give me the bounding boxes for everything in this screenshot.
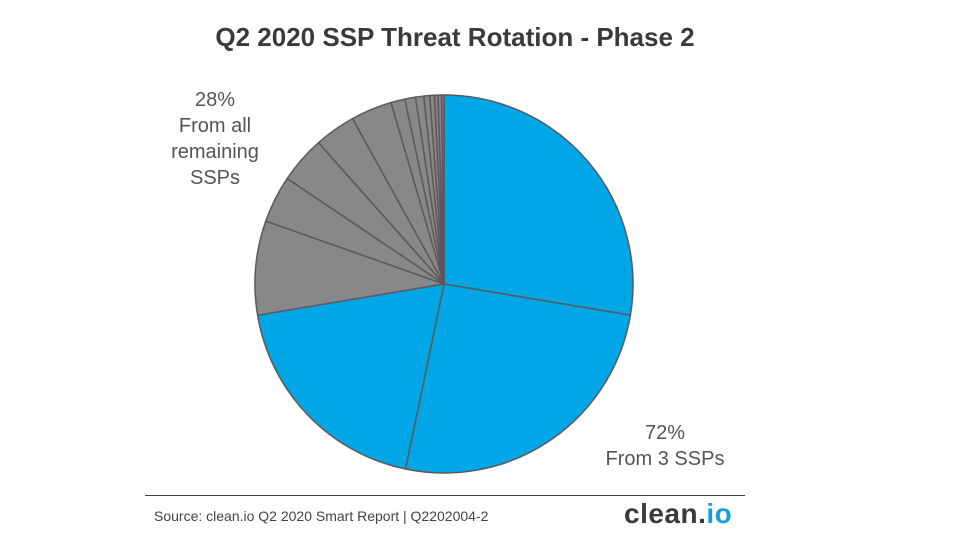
annotation-top-3-ssps: 72% From 3 SSPs — [590, 420, 740, 472]
annotation-remaining-percent: 28% — [194, 89, 236, 111]
chart-title: Q2 2020 SSP Threat Rotation - Phase 2 — [215, 22, 695, 52]
footer-divider — [145, 495, 745, 496]
annotation-remaining-label: From all remaining SSPs — [171, 115, 259, 189]
pie-slice-1 — [443, 94, 634, 316]
annotation-top3-label: From 3 SSPs — [605, 448, 725, 470]
annotation-top3-percent: 72% — [644, 422, 686, 444]
source-note: Source: clean.io Q2 2020 Smart Report | … — [154, 508, 489, 524]
pie-slice-2 — [404, 283, 632, 474]
annotation-remaining-ssps: 28% From all remaining SSPs — [150, 87, 280, 191]
pie-slice-3 — [256, 283, 445, 470]
pie-slice-16 — [440, 94, 445, 285]
logo-main-text: clean. — [624, 498, 707, 529]
logo-accent-text: io — [706, 498, 733, 529]
clean-io-logo: clean.io — [624, 498, 732, 530]
pie-slice-4 — [254, 220, 445, 316]
